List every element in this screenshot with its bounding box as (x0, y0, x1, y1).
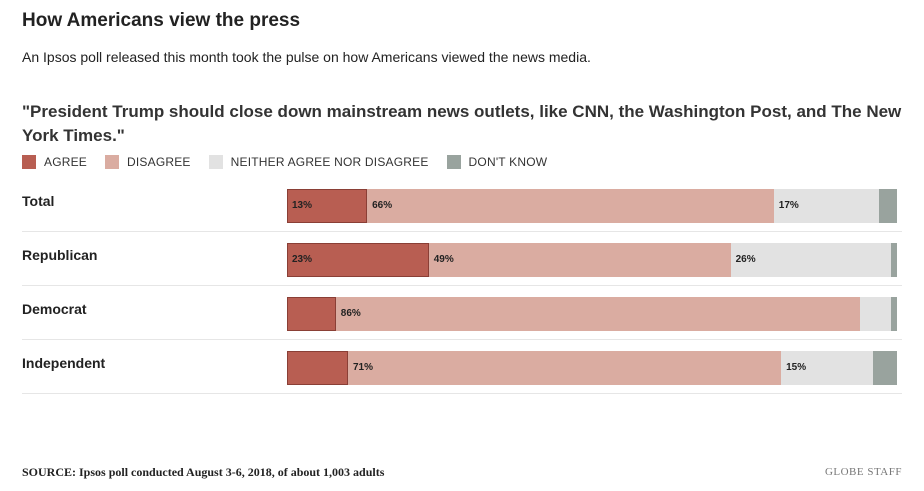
data-label-total-disagree: 66% (372, 200, 393, 211)
data-label-republican-disagree: 49% (433, 254, 454, 265)
row-label-total: Total (22, 193, 55, 209)
bar-segment-republican-neither-agree-nor-disagree (730, 243, 891, 277)
bar-segment-republican-disagree (428, 243, 731, 277)
bar-segment-independent-don-t-know (872, 351, 897, 385)
data-label-total-neither-agree-nor-disagree: 17% (778, 200, 799, 211)
bar-segment-democrat-disagree (335, 297, 861, 331)
legend-swatch-dont-know (446, 155, 461, 169)
bar-segment-independent-disagree (348, 351, 782, 385)
data-label-independent-neither-agree-nor-disagree: 15% (786, 362, 807, 373)
chart-title: How Americans view the press (22, 10, 301, 31)
bar-segment-republican-don-t-know (890, 243, 897, 277)
survey-question: "President Trump should close down mains… (22, 102, 902, 145)
legend-label-agree: AGREE (44, 155, 88, 169)
legend-swatch-disagree (105, 155, 120, 169)
legend-item-dont-know: DON'T KNOW (446, 155, 548, 169)
row-divider (22, 393, 902, 394)
row-label-republican: Republican (22, 247, 98, 263)
row-divider (22, 285, 902, 286)
bar-segment-total-disagree (367, 189, 774, 223)
row-label-democrat: Democrat (22, 301, 87, 317)
data-label-republican-agree: 23% (292, 254, 313, 265)
legend-label-neither: NEITHER AGREE NOR DISAGREE (230, 155, 429, 169)
legend-swatch-neither (208, 155, 223, 169)
data-label-republican-neither-agree-nor-disagree: 26% (735, 254, 756, 265)
legend-swatch-agree (22, 155, 36, 169)
data-label-democrat-disagree: 86% (340, 308, 361, 319)
row-divider (22, 231, 902, 232)
bar-segment-total-neither-agree-nor-disagree (773, 189, 879, 223)
row-divider (22, 339, 902, 340)
legend-label-dont-know: DON'T KNOW (468, 155, 548, 169)
credit-line: GLOBE STAFF (824, 466, 902, 478)
legend: AGREE DISAGREE NEITHER AGREE NOR DISAGRE… (22, 155, 565, 169)
data-label-total-agree: 13% (292, 200, 313, 211)
row-label-independent: Independent (22, 355, 106, 371)
bar-segment-total-agree (287, 189, 368, 223)
data-label-independent-disagree: 71% (353, 362, 374, 373)
bar-segment-democrat-neither-agree-nor-disagree (860, 297, 891, 331)
source-note: SOURCE: Ipsos poll conducted August 3-6,… (22, 465, 385, 479)
bar-segment-democrat-agree (287, 297, 336, 331)
chart-subtitle: An Ipsos poll released this month took t… (22, 49, 591, 65)
bar-segment-democrat-don-t-know (890, 297, 897, 331)
legend-item-neither: NEITHER AGREE NOR DISAGREE (208, 155, 429, 169)
legend-label-disagree: DISAGREE (127, 155, 191, 169)
bar-segment-total-don-t-know (878, 189, 897, 223)
legend-item-disagree: DISAGREE (105, 155, 191, 169)
legend-item-agree: AGREE (22, 155, 87, 169)
bar-segment-independent-neither-agree-nor-disagree (781, 351, 873, 385)
bar-segment-independent-agree (287, 351, 348, 385)
bar-segment-republican-agree (287, 243, 429, 277)
